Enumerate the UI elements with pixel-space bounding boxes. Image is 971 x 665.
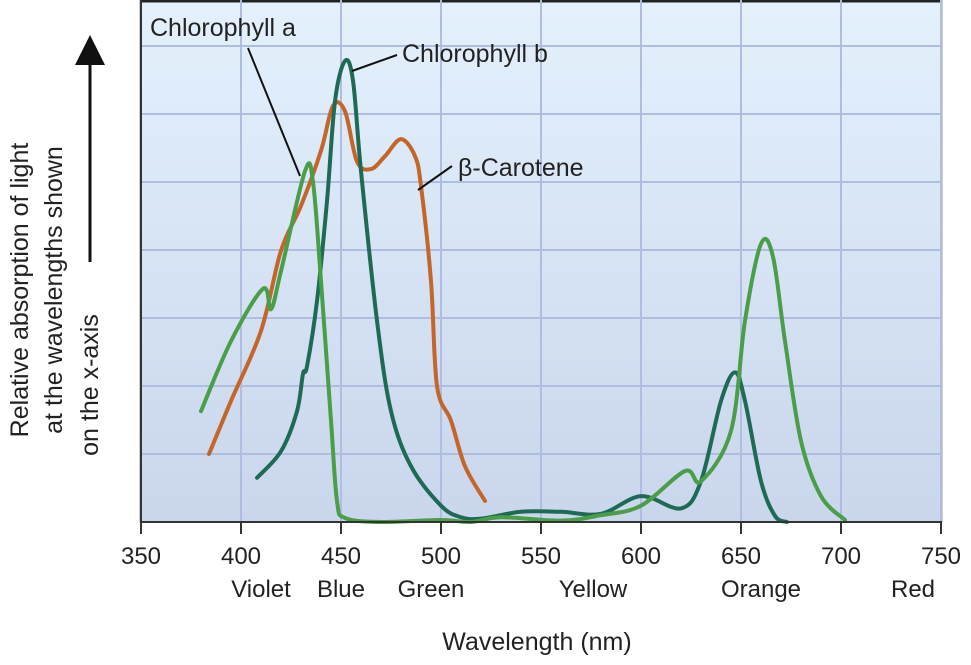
x-axis-label: Wavelength (nm) [442, 628, 631, 656]
series-line-chlorophyll-a [199, 161, 847, 525]
leader-line-chlorophyll-b [351, 54, 398, 72]
leader-line-beta-carotene [417, 165, 453, 191]
x-tick-label: 700 [821, 543, 861, 570]
color-band-label: Orange [721, 576, 801, 603]
y-axis-label-line-2: at the wavelengths shown [40, 146, 68, 434]
label-chlorophyll-b: Chlorophyll b [402, 40, 548, 68]
x-tick-label: 450 [321, 543, 361, 570]
x-tick-label: 600 [621, 543, 661, 570]
color-band-label: Blue [317, 576, 365, 603]
label-beta-carotene: β-Carotene [458, 154, 584, 182]
x-tick-label: 650 [721, 543, 761, 570]
color-band-label: Violet [231, 576, 291, 603]
label-chlorophyll-a: Chlorophyll a [150, 14, 296, 42]
x-tick-label: 550 [521, 543, 561, 570]
x-tick-label: 350 [121, 543, 161, 570]
y-axis-label-line-1: Relative absorption of light [6, 143, 34, 438]
series-line--carotene [207, 100, 487, 503]
leader-line-chlorophyll-a [247, 47, 301, 177]
color-band-label: Green [398, 576, 465, 603]
y-axis-label-line-3: on the x-axis [76, 314, 104, 456]
x-tick-label: 400 [221, 543, 261, 570]
y-axis-label: Relative absorption of light at the wave… [6, 35, 105, 456]
x-tick-label: 500 [421, 543, 461, 570]
x-tick-label: 750 [921, 543, 961, 570]
color-band-label: Red [891, 576, 935, 603]
series-line-chlorophyll-b [255, 58, 789, 524]
color-band-label: Yellow [559, 576, 628, 603]
